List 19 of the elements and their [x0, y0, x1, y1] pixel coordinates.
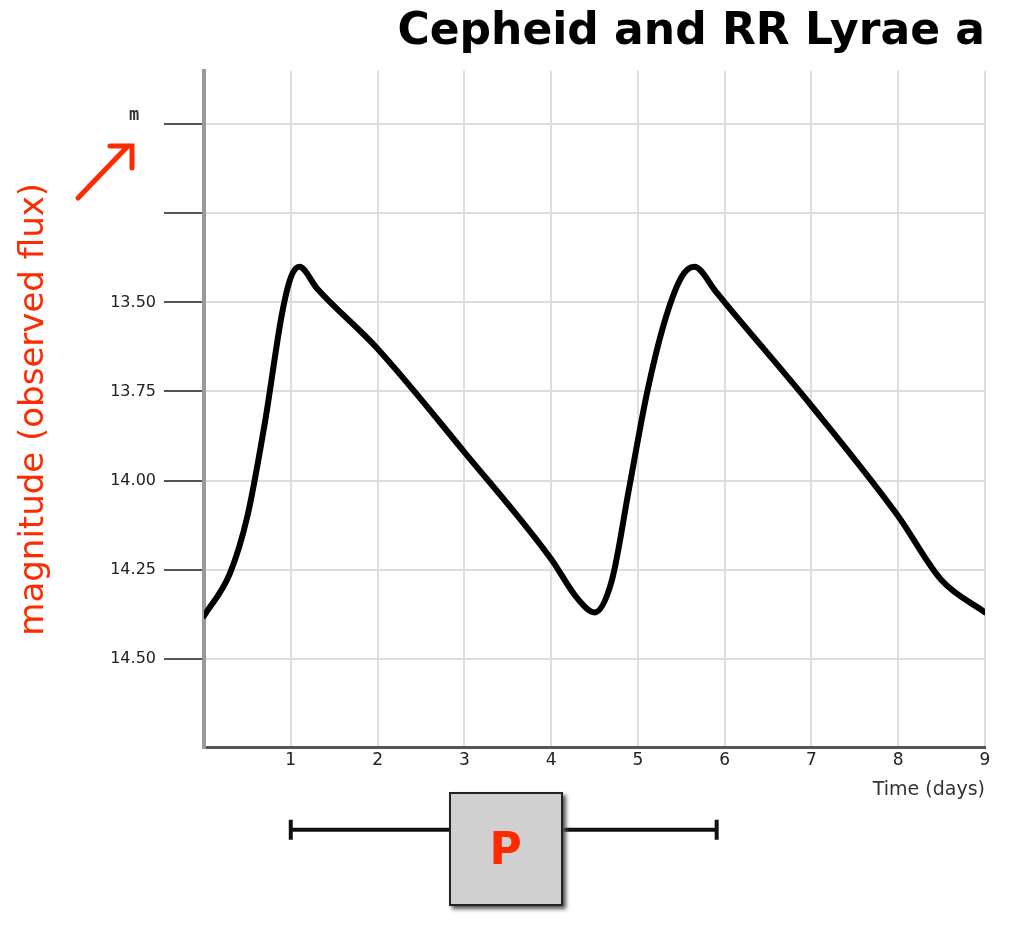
x-tick-label: 6	[719, 749, 731, 770]
y-tick-label: 14.25	[110, 558, 156, 578]
y-axis-title: magnitude (observed flux)	[11, 182, 52, 636]
x-axis-title: Time (days)	[871, 776, 985, 799]
x-tick-label: 5	[632, 749, 644, 770]
y-tick-label: 14.50	[110, 647, 156, 667]
x-tick-label: 3	[458, 749, 470, 770]
y-tick-label: 14.00	[110, 469, 156, 489]
text: m	[128, 104, 140, 125]
text: P	[448, 791, 563, 906]
x-tick-label: 9	[979, 749, 991, 770]
y-tick-label: 13.50	[110, 291, 156, 311]
x-tick-label: 4	[545, 749, 557, 770]
x-tick-label: 7	[806, 749, 817, 770]
x-tick-label: 1	[285, 749, 297, 770]
x-tick-label: 8	[892, 749, 904, 770]
x-tick-label: 2	[372, 749, 383, 770]
chart-title: Cepheid and RR Lyrae a	[397, 2, 985, 54]
y-tick-label: 13.75	[110, 380, 156, 400]
